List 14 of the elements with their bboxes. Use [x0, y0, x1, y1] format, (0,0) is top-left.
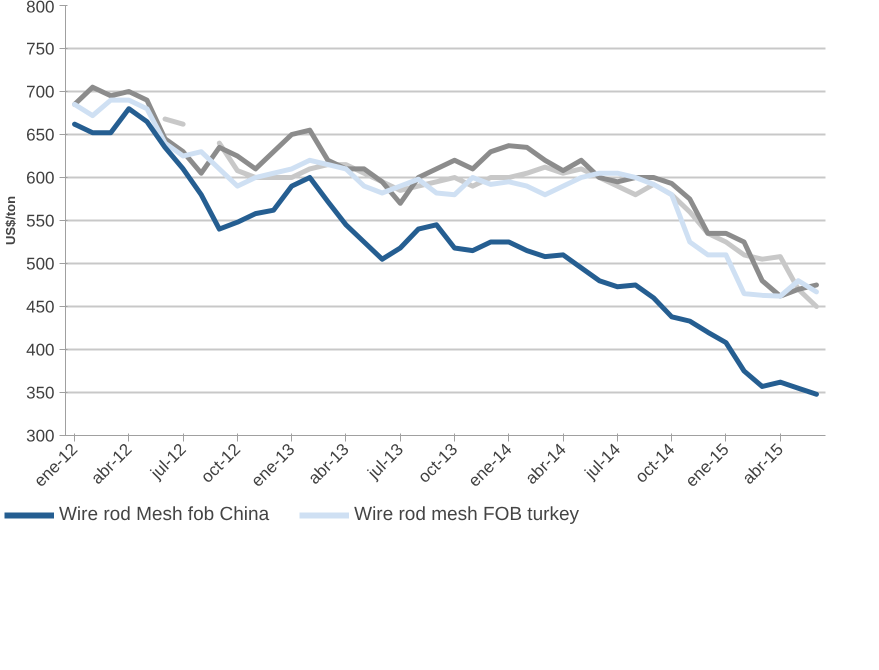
y-tick-label: 450 — [26, 298, 55, 316]
legend-label: Wire rod Mesh fob China — [59, 504, 270, 526]
y-tick-label: 750 — [26, 40, 55, 58]
y-axis-title: US$/ton — [3, 196, 18, 246]
y-tick-label: 300 — [26, 426, 55, 446]
y-tick-label: 650 — [26, 126, 55, 144]
y-tick-label: 550 — [26, 212, 55, 230]
y-tick-label: 400 — [26, 340, 55, 360]
legend-label: Wire rod mesh FOB turkey — [354, 504, 580, 526]
y-tick-label: 500 — [26, 254, 55, 274]
y-tick-label: 800 — [26, 0, 55, 16]
y-tick-label: 350 — [26, 384, 55, 402]
y-tick-label: 600 — [26, 168, 55, 188]
y-tick-label: 700 — [26, 82, 55, 102]
